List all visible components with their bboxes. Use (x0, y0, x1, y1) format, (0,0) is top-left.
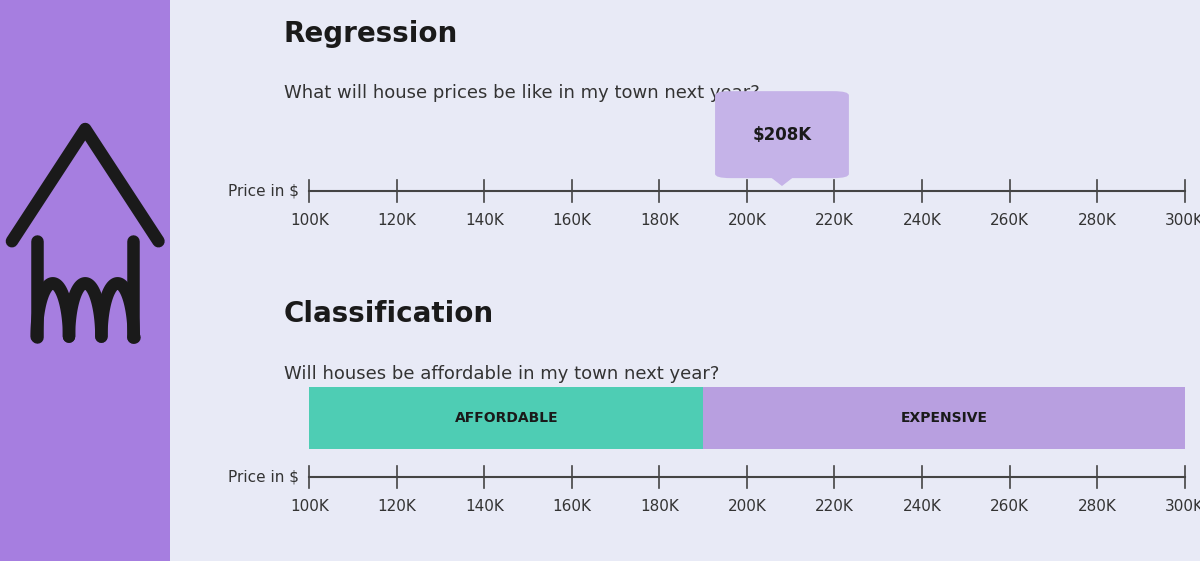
Text: 240K: 240K (902, 499, 942, 514)
FancyBboxPatch shape (703, 387, 1184, 449)
Text: 160K: 160K (552, 213, 592, 228)
Text: What will house prices be like in my town next year?: What will house prices be like in my tow… (283, 84, 760, 102)
Text: $208K: $208K (752, 126, 811, 144)
Text: 160K: 160K (552, 499, 592, 514)
Text: Price in $: Price in $ (228, 183, 299, 198)
Text: 100K: 100K (290, 499, 329, 514)
Text: 180K: 180K (640, 213, 679, 228)
Text: 100K: 100K (290, 213, 329, 228)
Text: 280K: 280K (1078, 499, 1116, 514)
Text: Price in $: Price in $ (228, 470, 299, 484)
Text: 260K: 260K (990, 213, 1030, 228)
FancyBboxPatch shape (310, 387, 703, 449)
Text: 220K: 220K (815, 499, 854, 514)
Text: 200K: 200K (727, 213, 767, 228)
Text: Classification: Classification (283, 300, 493, 328)
Text: 140K: 140K (464, 499, 504, 514)
FancyBboxPatch shape (715, 91, 848, 178)
Text: 120K: 120K (378, 213, 416, 228)
Text: AFFORDABLE: AFFORDABLE (455, 411, 558, 425)
Text: 300K: 300K (1165, 213, 1200, 228)
Text: 180K: 180K (640, 499, 679, 514)
Text: 220K: 220K (815, 213, 854, 228)
Text: 300K: 300K (1165, 499, 1200, 514)
Text: EXPENSIVE: EXPENSIVE (900, 411, 988, 425)
Text: 200K: 200K (727, 499, 767, 514)
Text: 280K: 280K (1078, 213, 1116, 228)
Text: 140K: 140K (464, 213, 504, 228)
Text: 260K: 260K (990, 499, 1030, 514)
Text: Regression: Regression (283, 20, 458, 48)
Polygon shape (768, 174, 797, 185)
Text: Will houses be affordable in my town next year?: Will houses be affordable in my town nex… (283, 365, 719, 383)
Text: 240K: 240K (902, 213, 942, 228)
Text: 120K: 120K (378, 499, 416, 514)
